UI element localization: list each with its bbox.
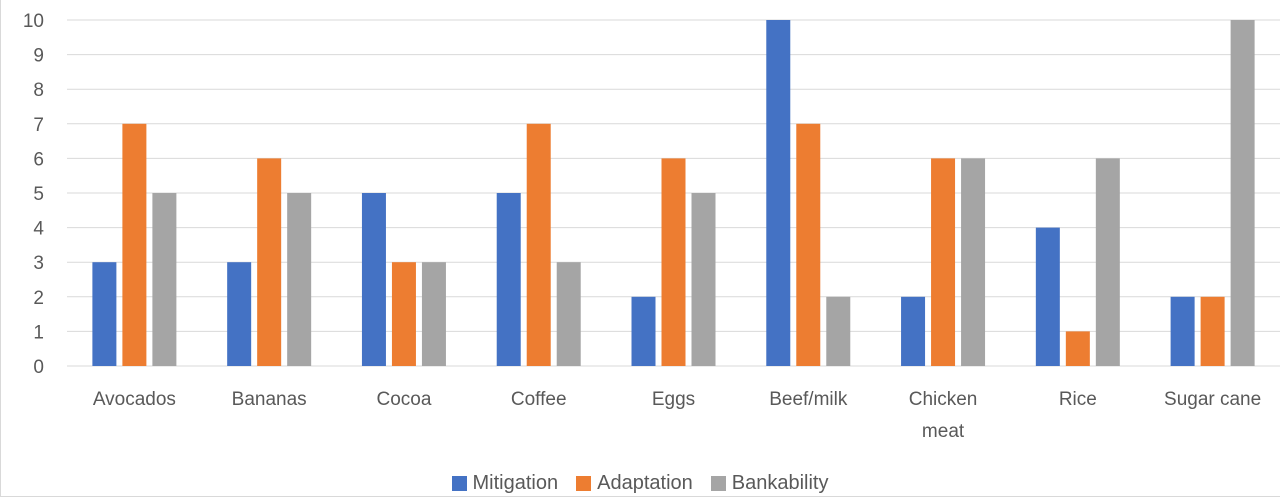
bar-bankability-sugar-cane: [1230, 20, 1255, 366]
x-category-label: Avocados: [93, 389, 176, 410]
x-category-label: Cocoa: [376, 389, 431, 410]
y-tick-label: 8: [33, 80, 44, 101]
x-category-label: Sugar cane: [1164, 389, 1261, 410]
y-tick-label: 1: [33, 322, 44, 343]
bar-bankability-eggs: [691, 193, 716, 366]
legend-swatch-bankability: [710, 476, 726, 491]
bars: [92, 20, 1255, 366]
bar-bankability-bananas: [287, 193, 312, 366]
bar-chart: 0 1 2 3 4 5 6 7 8 9 10 Avocados Bananas Cocoa Coffee E…: [23, 11, 1280, 442]
legend-swatch-adaptation: [576, 476, 592, 491]
legend-item-mitigation: Mitigation: [451, 472, 559, 495]
y-tick-label: 3: [33, 253, 44, 274]
y-tick-label: 10: [23, 11, 44, 32]
bar-mitigation-avocados: [92, 262, 117, 366]
bar-bankability-cocoa: [421, 262, 446, 366]
bar-mitigation-sugar-cane: [1170, 296, 1195, 366]
bar-mitigation-beef-milk: [766, 20, 791, 366]
x-axis-labels: Avocados Bananas Cocoa Coffee Eggs Beef/milk C…: [93, 389, 1261, 442]
legend-swatch-mitigation: [451, 476, 467, 491]
y-axis-ticks: 0 1 2 3 4 5 6 7 8 9 10: [23, 11, 45, 378]
y-tick-label: 9: [33, 46, 44, 67]
y-tick-label: 7: [33, 115, 44, 136]
bar-mitigation-eggs: [631, 296, 656, 366]
bar-adaptation-eggs: [661, 158, 686, 366]
legend-label-bankability: Bankability: [731, 472, 829, 494]
x-category-label: Bananas: [232, 389, 307, 410]
bar-adaptation-bananas: [257, 158, 282, 366]
y-tick-label: 0: [33, 357, 44, 378]
y-tick-label: 5: [33, 184, 44, 205]
legend-item-bankability: Bankability: [710, 472, 829, 495]
bar-adaptation-rice: [1065, 331, 1090, 366]
bar-bankability-rice: [1095, 158, 1120, 366]
bar-mitigation-cocoa: [361, 193, 386, 366]
bar-bankability-beef-milk: [826, 296, 851, 366]
bar-adaptation-cocoa: [391, 262, 416, 366]
legend-label-mitigation: Mitigation: [472, 472, 559, 494]
bar-adaptation-chicken-meat: [931, 158, 956, 366]
bar-mitigation-coffee: [496, 193, 521, 366]
legend-label-adaptation: Adaptation: [597, 472, 693, 494]
legend-item-adaptation: Adaptation: [576, 472, 693, 495]
bar-adaptation-beef-milk: [796, 123, 821, 366]
y-tick-label: 2: [33, 288, 44, 309]
bar-bankability-avocados: [152, 193, 177, 366]
x-category-label: Beef/milk: [769, 389, 848, 410]
bar-bankability-coffee: [556, 262, 581, 366]
x-category-label: Chicken meat: [909, 389, 978, 442]
y-tick-label: 4: [33, 219, 44, 240]
x-category-label: Rice: [1059, 389, 1097, 410]
x-category-label: Coffee: [511, 389, 567, 410]
x-category-label: Eggs: [652, 389, 695, 410]
bar-adaptation-sugar-cane: [1200, 296, 1225, 366]
bar-bankability-chicken-meat: [961, 158, 986, 366]
bar-mitigation-rice: [1035, 227, 1060, 366]
legend: Mitigation Adaptation Bankability: [0, 470, 1280, 497]
bar-mitigation-chicken-meat: [901, 296, 926, 366]
bar-adaptation-avocados: [122, 123, 147, 366]
bar-adaptation-coffee: [526, 123, 551, 366]
bar-mitigation-bananas: [227, 262, 252, 366]
y-tick-label: 6: [33, 149, 44, 170]
